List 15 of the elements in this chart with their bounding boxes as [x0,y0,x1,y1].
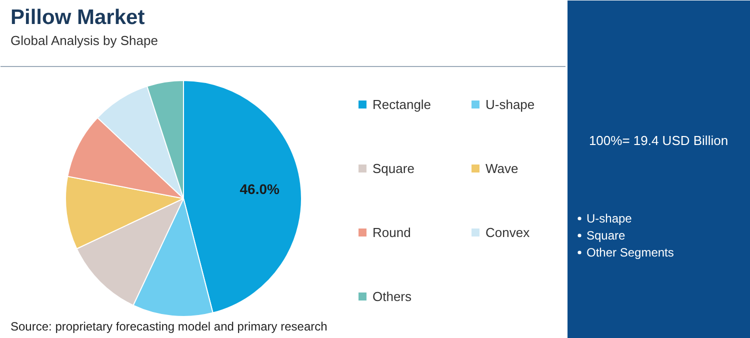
text: U-shape [586,212,632,226]
legend-label: U-shape [486,97,535,112]
data-label: 46.0% [240,180,280,197]
chart-subtitle: Global Analysis by Shape [10,33,158,48]
legend-label: Wave [486,161,518,176]
text: Square [586,228,626,242]
chart-title: Pillow Market [10,6,145,29]
legend-label: Rectangle [372,97,432,112]
legend-label: Others [372,289,412,304]
legend-label: Round [372,225,411,240]
legend-label: Square [372,161,414,176]
source-note: Source: proprietary forecasting model and primary research [10,320,328,334]
text: 100%= 19.4 USD Billion [588,133,728,148]
legend-label: Convex [486,225,530,240]
text: Other Segments [586,246,674,260]
